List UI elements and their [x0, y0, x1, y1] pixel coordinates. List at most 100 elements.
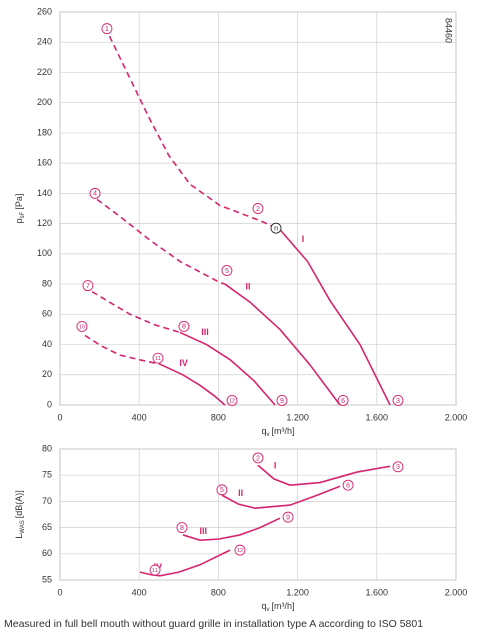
x-tick-label: 2.000 [445, 412, 468, 422]
y-label-main: L [14, 534, 24, 539]
point-label: 3 [396, 464, 400, 471]
curve [224, 283, 341, 406]
point-marker [149, 564, 161, 576]
x-label-sub: v [267, 607, 270, 613]
x-axis-label: qv [m³/h] [261, 426, 294, 437]
x-label-unit: [m³/h] [272, 601, 295, 611]
point-marker [82, 280, 94, 292]
point-marker [221, 265, 233, 276]
y-tick-label: 70 [42, 496, 52, 506]
point-marker [270, 222, 282, 234]
curve-label: II [246, 282, 251, 292]
point-marker [76, 320, 88, 332]
dashed-curve [108, 35, 281, 231]
y-label-sub: sF [20, 211, 26, 218]
x-label-main: q [261, 426, 266, 436]
point-label: 2 [256, 206, 260, 213]
y-tick-label: 60 [42, 309, 52, 319]
y-tick-label: 200 [37, 97, 52, 107]
curve [159, 363, 226, 406]
x-tick-label: 1.600 [366, 412, 389, 422]
curve-label: I [302, 234, 305, 244]
point-label: 7 [86, 283, 90, 290]
y-tick-label: 40 [42, 339, 52, 349]
x-tick-label: 400 [132, 587, 147, 597]
y-tick-label: 20 [42, 369, 52, 379]
point-label: 6 [341, 398, 345, 405]
point-marker [392, 395, 404, 406]
point-marker [226, 395, 238, 406]
point-label: 3 [396, 398, 400, 405]
x-label-main: q [261, 601, 266, 611]
x-label-unit: [m³/h] [272, 426, 295, 436]
point-label: 11 [155, 356, 161, 362]
point-label: 9 [280, 398, 284, 405]
x-tick-label: 1.200 [286, 587, 309, 597]
x-tick-label: 1.600 [366, 587, 389, 597]
x-label-sub: v [267, 432, 270, 438]
y-tick-label: 55 [42, 574, 52, 584]
y-tick-label: 160 [37, 158, 52, 168]
curve [257, 464, 391, 486]
point-marker [252, 452, 264, 464]
y-tick-label: 100 [37, 248, 52, 258]
point-marker [337, 395, 349, 406]
y-tick-label: 220 [37, 67, 52, 77]
point-marker [101, 23, 113, 35]
curve-label: II [238, 488, 243, 498]
y-tick-label: 120 [37, 218, 52, 228]
point-label: 8 [180, 525, 184, 532]
curve [221, 485, 341, 510]
curve [179, 331, 276, 406]
y-label-sub: WAS [20, 520, 26, 533]
point-marker [178, 320, 190, 332]
point-label: 5 [220, 487, 224, 494]
point-label: 9 [286, 514, 290, 521]
point-marker [216, 484, 228, 496]
y-label-unit: [Pa] [14, 194, 24, 210]
x-tick-label: 0 [57, 587, 62, 597]
curve [139, 549, 231, 577]
x-tick-label: 2.000 [445, 587, 468, 597]
y-tick-label: 65 [42, 522, 52, 532]
y-axis-label: LWAS [dB(A)] [14, 490, 25, 538]
point-marker [152, 352, 164, 364]
y-tick-label: 75 [42, 470, 52, 480]
y-axis-label: psF[Pa] [14, 194, 25, 224]
dashed-curve [91, 290, 181, 334]
x-tick-label: 0 [57, 412, 62, 422]
x-tick-label: 1.200 [286, 412, 309, 422]
x-tick-label: 400 [132, 412, 147, 422]
point-label: 2 [256, 455, 260, 462]
x-axis-label: qv [m³/h] [261, 601, 294, 612]
point-label: 8 [182, 324, 186, 331]
y-label-unit: [dB(A)] [14, 490, 24, 518]
point-label: 1 [105, 26, 109, 33]
figure-code: 84460 [444, 18, 454, 43]
point-label: 12 [229, 398, 235, 404]
curve-label: III [199, 526, 207, 536]
point-marker [176, 522, 188, 534]
point-marker [392, 461, 404, 473]
curve [279, 229, 391, 406]
y-tick-label: 60 [42, 548, 52, 558]
point-marker [276, 395, 288, 406]
point-label: 4 [93, 191, 97, 198]
y-tick-label: 260 [37, 6, 52, 16]
curve-label: I [274, 460, 277, 470]
point-label: 12 [237, 548, 243, 554]
curve-label: III [201, 327, 209, 337]
y-tick-label: 80 [42, 278, 52, 288]
x-tick-label: 800 [211, 412, 226, 422]
y-tick-label: 240 [37, 37, 52, 47]
curve-label: IV [179, 358, 188, 368]
x-tick-label: 800 [211, 587, 226, 597]
dashed-curve [96, 198, 226, 285]
point-marker [89, 187, 101, 199]
point-marker [252, 203, 264, 214]
y-label-main: p [14, 218, 24, 223]
footer-note: Measured in full bell mouth without guar… [4, 618, 423, 630]
point-label: 11 [152, 568, 158, 574]
